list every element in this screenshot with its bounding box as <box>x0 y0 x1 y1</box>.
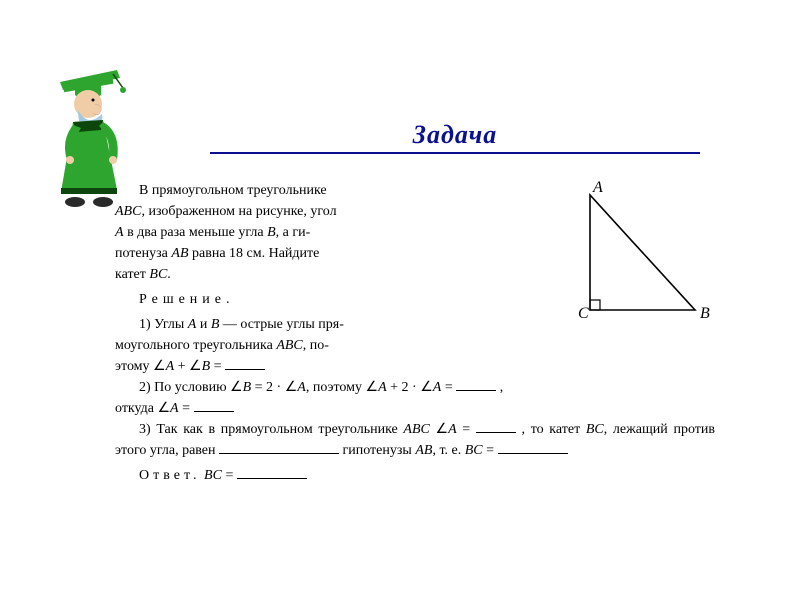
s3i: гипотенузы <box>339 443 415 458</box>
title-underline <box>210 152 700 154</box>
p-l5b: BC <box>149 267 167 282</box>
s2c: = 2 · ∠ <box>251 380 297 395</box>
s2e: , поэтому ∠ <box>306 380 378 395</box>
s2d: A <box>297 380 306 395</box>
blank-2b <box>194 399 234 412</box>
p-l5c: . <box>167 267 171 282</box>
s2i: = <box>441 380 456 395</box>
blank-3a <box>476 420 516 433</box>
blank-1 <box>225 357 265 370</box>
p-l3c: B <box>267 225 276 240</box>
step-3: 3) Так как в прямоугольном треугольнике … <box>115 419 715 461</box>
s1m: = <box>210 359 225 374</box>
s3e: = <box>457 422 476 437</box>
s3l: BC <box>465 443 483 458</box>
answer-line: Ответ. BC = <box>115 465 715 486</box>
p-l2b: , изображенном на рисунке, угол <box>141 204 336 219</box>
vertex-B: B <box>700 305 710 322</box>
s2l: A <box>170 401 179 416</box>
step-2: 2) По условию ∠B = 2 · ∠A, поэтому ∠A + … <box>115 377 715 398</box>
step-1b: моугольного треугольника ABC, по- <box>115 335 460 356</box>
s1e: — острые углы пря- <box>219 317 344 332</box>
s1k: + ∠ <box>174 359 201 374</box>
blank-answer <box>237 466 307 479</box>
vertex-A: A <box>592 180 603 196</box>
vertex-C: C <box>578 305 589 322</box>
s2a: 2) По условию ∠ <box>139 380 243 395</box>
s2j: , <box>496 380 503 395</box>
s1a: 1) Углы <box>139 317 188 332</box>
p-l4a: потенуза <box>115 246 171 261</box>
answer-b: = <box>222 468 237 483</box>
page-root: Задача В прямоугольном треугольнике ABC,… <box>0 0 800 600</box>
content-block: В прямоугольном треугольнике ABC, изобра… <box>115 180 715 486</box>
s3m: = <box>483 443 498 458</box>
s1l: B <box>202 359 211 374</box>
answer-label: Ответ. <box>139 468 201 483</box>
s1h: , по- <box>303 338 329 353</box>
p-l4b: AB <box>171 246 188 261</box>
p-l3a: A <box>115 225 124 240</box>
s3f: , то катет <box>516 422 586 437</box>
blank-2a <box>456 378 496 391</box>
title-text: Задача <box>210 120 700 150</box>
s1f: моугольного треугольника <box>115 338 276 353</box>
s1c: и <box>196 317 211 332</box>
problem-block: В прямоугольном треугольнике ABC, изобра… <box>115 180 715 486</box>
title-block: Задача <box>210 120 700 154</box>
s3k: , т. е. <box>432 443 464 458</box>
step-2b: откуда ∠A = <box>115 398 715 419</box>
s3g: BC <box>586 422 604 437</box>
step-1c: этому ∠A + ∠B = <box>115 356 715 377</box>
p-l3b: в два раза меньше угла <box>124 225 268 240</box>
s2f: A <box>378 380 387 395</box>
blank-3b <box>219 441 339 454</box>
blank-3c <box>498 441 568 454</box>
s2g: + 2 · ∠ <box>387 380 433 395</box>
problem-text: В прямоугольном треугольнике ABC, изобра… <box>115 180 460 285</box>
step-1: 1) Углы A и B — острые углы пря- <box>115 314 460 335</box>
p-l1: В прямоугольном треугольнике <box>139 183 327 198</box>
triangle-diagram: A C B <box>560 180 730 340</box>
s3a: 3) Так как в прямоугольном треугольнике <box>139 422 403 437</box>
s3d: A <box>448 422 457 437</box>
p-l5a: катет <box>115 267 149 282</box>
p-l4c: равна 18 см. Найдите <box>189 246 320 261</box>
p-l3d: , а ги- <box>276 225 311 240</box>
s2b: B <box>243 380 252 395</box>
p-l2a: ABC <box>115 204 141 219</box>
s2m: = <box>179 401 194 416</box>
s1j: A <box>166 359 175 374</box>
s2k: откуда ∠ <box>115 401 170 416</box>
s3c: ∠ <box>430 422 448 437</box>
answer-a: BC <box>204 468 222 483</box>
s1g: ABC <box>276 338 302 353</box>
s3b: ABC <box>403 422 429 437</box>
s1i: этому ∠ <box>115 359 166 374</box>
s3j: AB <box>415 443 432 458</box>
